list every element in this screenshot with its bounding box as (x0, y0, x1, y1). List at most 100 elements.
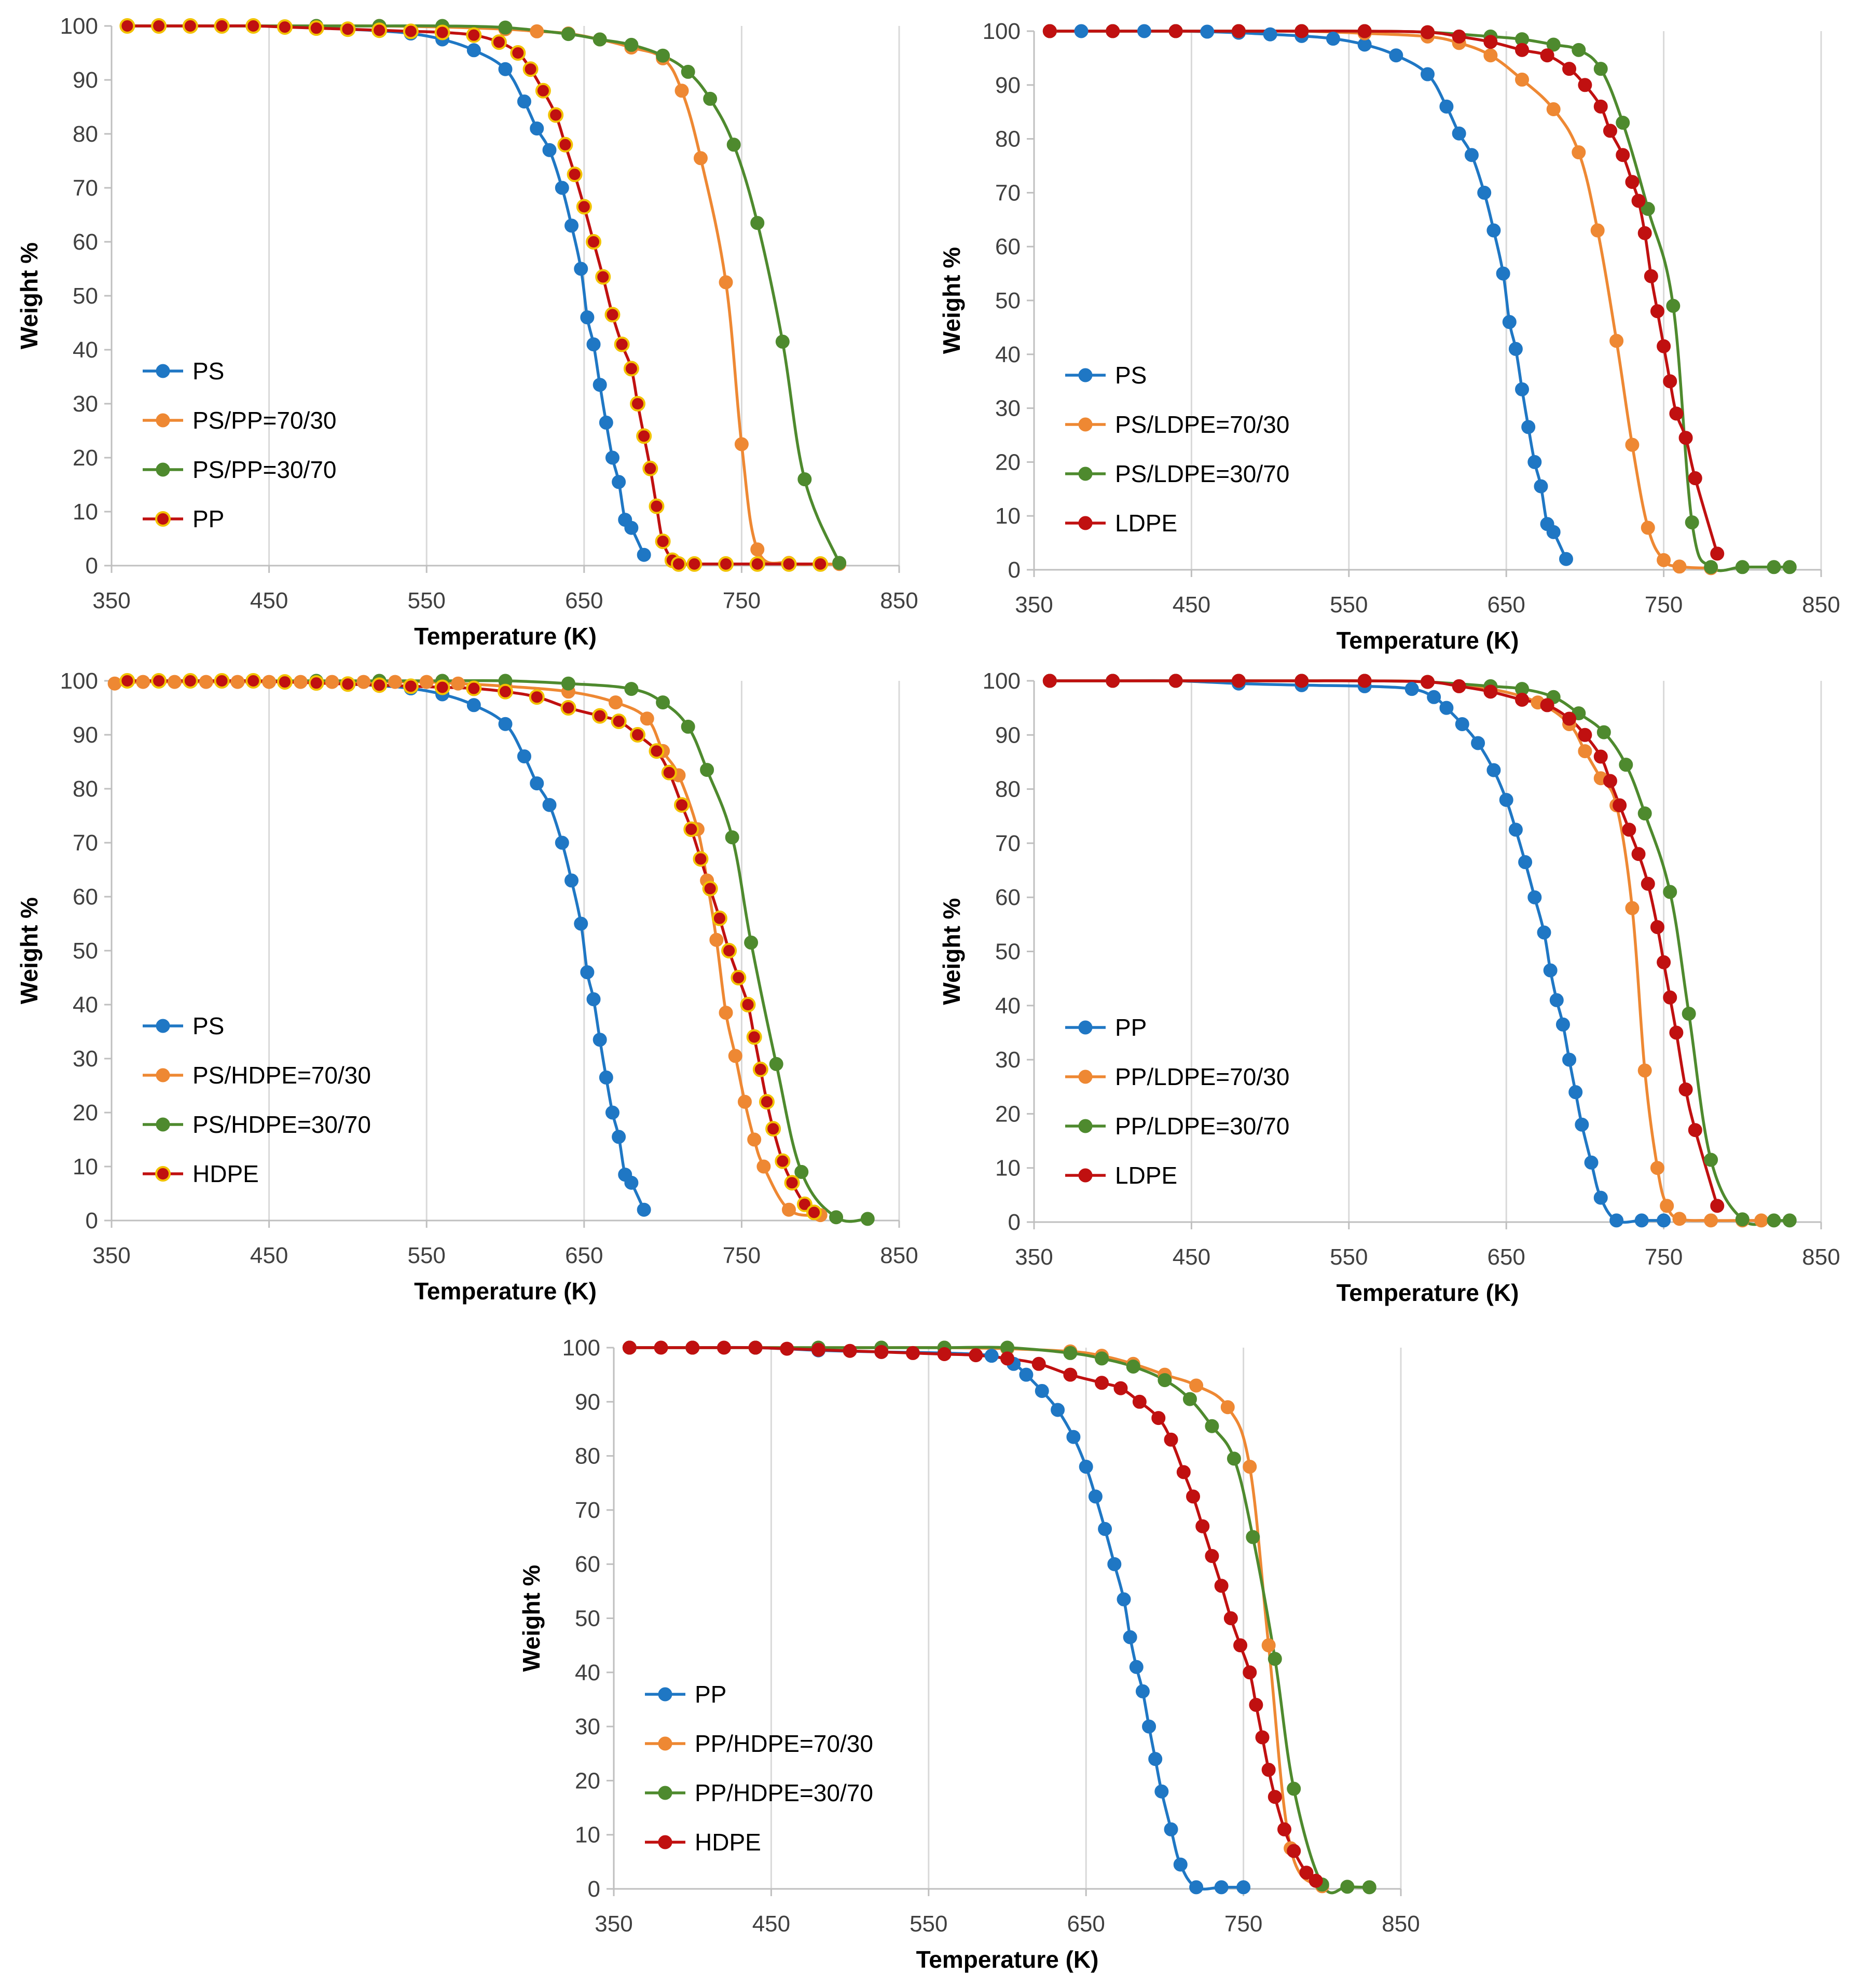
data-point (1660, 1199, 1674, 1213)
data-point (1126, 1360, 1140, 1374)
data-point (1572, 43, 1586, 57)
data-point (1042, 24, 1057, 38)
data-point (806, 1204, 822, 1221)
y-tick-label: 20 (995, 449, 1021, 475)
y-tick-label: 30 (575, 1714, 600, 1739)
data-point (1508, 822, 1523, 837)
data-point (1263, 27, 1277, 42)
data-point (371, 22, 388, 38)
data-point (746, 1029, 762, 1045)
legend-marker (1078, 1168, 1093, 1183)
data-point (674, 84, 689, 98)
data-point (649, 743, 665, 759)
data-point (555, 181, 569, 195)
data-point (555, 835, 569, 850)
data-point (1236, 1880, 1251, 1895)
data-point (630, 727, 646, 743)
data-point (1578, 744, 1592, 759)
data-point (1483, 48, 1498, 63)
data-point (491, 34, 507, 50)
data-point (1546, 525, 1561, 539)
data-point (843, 1343, 857, 1358)
data-point (434, 679, 450, 695)
series-line-3 (1050, 30, 1790, 572)
data-point (717, 1340, 731, 1355)
legend-label: PS/LDPE=30/70 (1115, 460, 1289, 487)
data-point (182, 18, 198, 34)
data-point (1117, 1592, 1131, 1607)
data-point (1515, 72, 1530, 87)
data-point (649, 498, 665, 514)
data-point (593, 1033, 607, 1047)
data-point (1142, 1719, 1156, 1734)
data-point (1214, 1579, 1229, 1593)
data-point (371, 677, 388, 693)
data-point (1584, 1155, 1599, 1170)
data-point (637, 547, 651, 562)
y-tick-label: 10 (575, 1822, 600, 1848)
data-point (1107, 1557, 1122, 1571)
data-point (214, 673, 230, 689)
data-point (1268, 1790, 1282, 1804)
data-point (1186, 1489, 1201, 1504)
data-point (564, 218, 579, 233)
data-point (325, 675, 339, 689)
x-tick-label: 550 (1330, 592, 1368, 618)
legend-marker (156, 1019, 170, 1033)
legend-marker (658, 1687, 672, 1702)
data-point (728, 1049, 742, 1063)
data-point (1205, 1419, 1219, 1433)
data-point (1669, 1025, 1684, 1040)
data-point (750, 216, 765, 230)
y-tick-label: 30 (73, 391, 98, 417)
chart-panel-2: 0 10 20 30 40 50 60 70 80 90 100 350 450 550 650 750 850… (938, 19, 1840, 654)
x-tick-label: 850 (1382, 1911, 1420, 1937)
legend-marker (156, 364, 170, 378)
data-point (623, 361, 639, 377)
x-tick-label: 450 (752, 1911, 790, 1937)
data-point (599, 415, 613, 430)
x-tick-label: 650 (1067, 1911, 1105, 1937)
data-point (586, 234, 602, 250)
data-point (1452, 679, 1466, 693)
data-point (1309, 1873, 1323, 1888)
data-point (1452, 126, 1466, 141)
series-line-1 (1050, 679, 1664, 1224)
data-point (1035, 1383, 1049, 1398)
data-point (522, 61, 539, 77)
y-tick-label: 0 (86, 553, 98, 579)
data-point (780, 1341, 794, 1356)
y-tick-label: 50 (73, 283, 98, 309)
data-point (1151, 1411, 1166, 1425)
data-point (277, 674, 293, 690)
data-point (1685, 515, 1699, 530)
data-point (564, 873, 579, 888)
data-point (517, 749, 531, 764)
data-point (1559, 552, 1573, 566)
data-point (434, 24, 450, 40)
y-tick-label: 80 (73, 776, 98, 802)
data-point (874, 1345, 889, 1359)
chart-panel-3: 0 10 20 30 40 50 60 70 80 90 100 350 450 550 650 750 850… (16, 668, 918, 1305)
x-tick-label: 650 (1487, 592, 1525, 618)
x-axis-title: Temperature (K) (414, 623, 597, 650)
data-point (151, 673, 167, 689)
data-point (1106, 24, 1120, 38)
data-point (1261, 1763, 1276, 1777)
data-point (813, 556, 829, 572)
legend-marker (1078, 417, 1093, 432)
data-point (1641, 520, 1655, 535)
data-point (557, 136, 573, 153)
y-tick-label: 0 (1008, 557, 1021, 583)
data-point (709, 933, 724, 947)
data-point (703, 91, 718, 106)
data-point (1650, 920, 1664, 935)
data-point (1625, 437, 1640, 452)
data-point (670, 556, 686, 572)
legend-marker (156, 413, 170, 428)
data-point (1154, 1784, 1169, 1799)
data-point (726, 138, 741, 152)
data-point (1189, 1378, 1204, 1393)
data-point (167, 675, 182, 689)
legend-marker (1078, 368, 1093, 382)
